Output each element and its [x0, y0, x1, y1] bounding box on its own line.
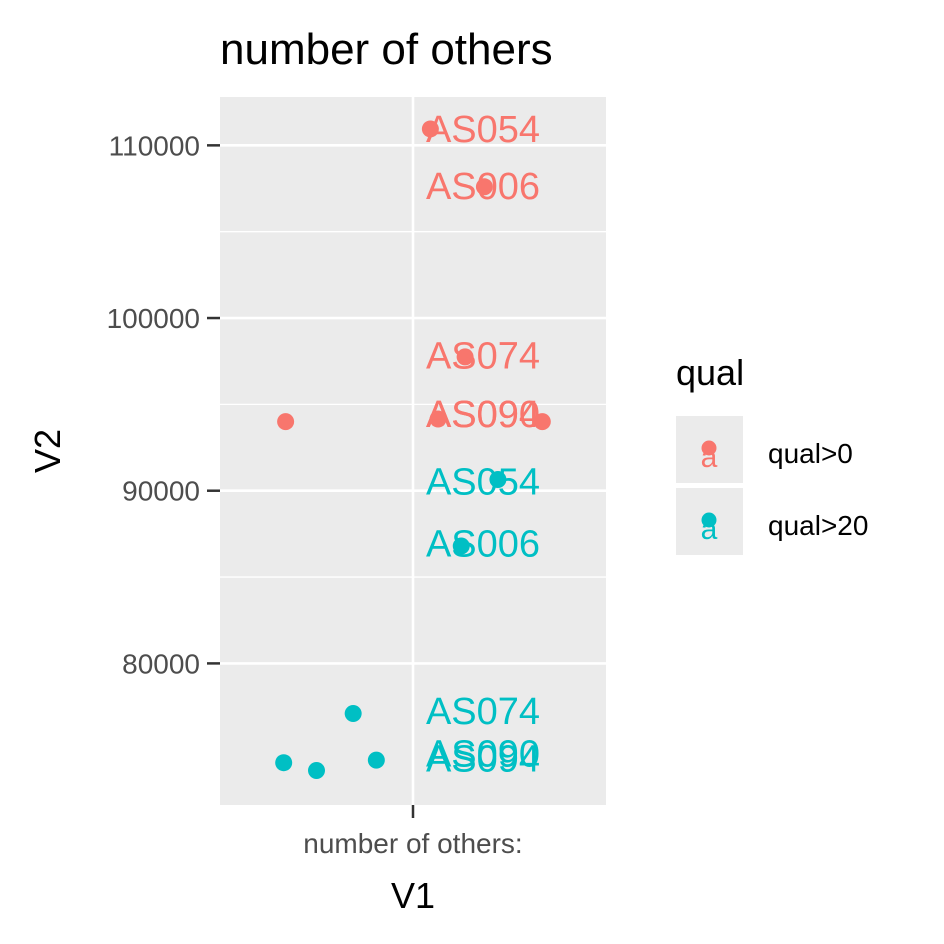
data-point — [489, 470, 507, 488]
data-point — [277, 413, 295, 431]
data-point — [475, 178, 493, 196]
data-point — [344, 704, 362, 722]
data-point — [367, 751, 385, 769]
x-axis-label: V1 — [391, 875, 435, 916]
point-label: AS074 — [426, 691, 540, 733]
legend: qual a qual>0 a qual>20 — [676, 352, 868, 555]
grid-lines — [220, 97, 606, 805]
data-point — [456, 348, 474, 366]
data-point — [452, 537, 470, 555]
data-point — [275, 754, 293, 772]
y-tick-label: 80000 — [122, 648, 200, 679]
data-point — [308, 761, 325, 779]
y-tick-label: 110000 — [109, 130, 200, 161]
legend-entry-label: qual>0 — [768, 438, 853, 469]
point-label: AS094 — [426, 394, 540, 436]
point-labels: AS054AS006AS074AS090AS094AS054AS006AS074… — [426, 109, 540, 780]
y-axis: 80000 90000 100000 110000 — [107, 130, 220, 679]
legend-key-text: a — [701, 441, 718, 474]
y-tick-label: 90000 — [122, 476, 200, 507]
legend-key-text: a — [701, 513, 718, 546]
legend-key-point — [701, 440, 717, 456]
point-label: AS090 — [426, 733, 540, 775]
data-points — [275, 120, 551, 779]
point-label: AS054 — [426, 461, 540, 503]
data-point — [533, 413, 551, 431]
data-point — [429, 410, 447, 428]
point-label: AS090 — [426, 394, 540, 436]
y-tick-label: 100000 — [107, 303, 200, 334]
x-tick-label: number of others: — [303, 828, 522, 859]
point-label: AS094 — [426, 739, 540, 781]
point-label: AS006 — [426, 524, 540, 566]
legend-title: qual — [676, 352, 744, 393]
y-axis-label: V2 — [27, 429, 68, 473]
chart-title: number of others — [220, 25, 553, 74]
legend-key-point — [701, 512, 717, 528]
legend-entry-label: qual>20 — [768, 510, 868, 541]
point-label: AS054 — [426, 109, 540, 151]
point-label: AS006 — [426, 166, 540, 208]
point-label: AS074 — [426, 335, 540, 377]
data-point — [421, 120, 439, 138]
